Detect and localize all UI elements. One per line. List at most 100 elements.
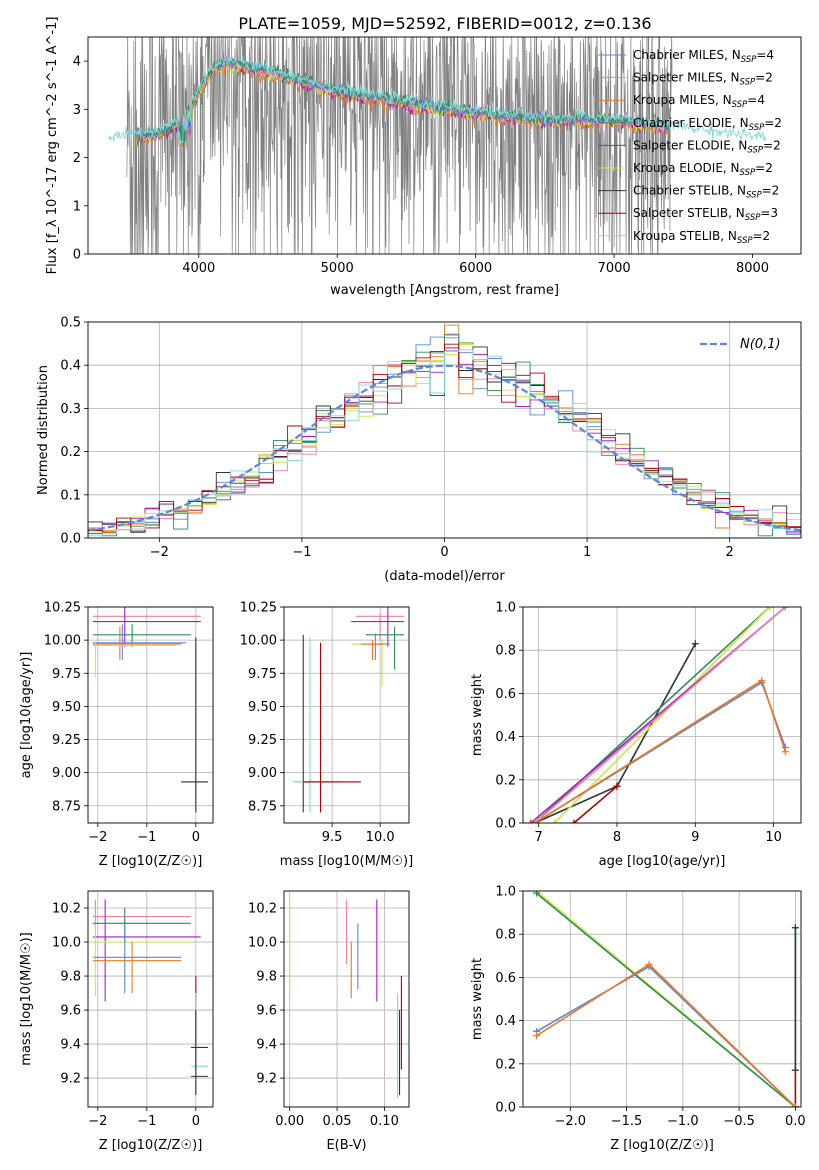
series-point-kroupa_miles <box>791 1103 799 1107</box>
legend-label-chabrier_elodie: Chabrier ELODIE, NSSP=2 <box>633 116 782 133</box>
y-tick-label: 10.00 <box>44 634 81 649</box>
y-tick-label: 0.8 <box>495 644 516 659</box>
axes-frame <box>522 890 802 1108</box>
x-tick-label: 7 <box>535 830 543 845</box>
series-line-kroupa_stelib <box>534 643 697 823</box>
legend-label-salpeter_elodie: Salpeter ELODIE, NSSP=2 <box>633 138 781 155</box>
spectrum-data-line <box>126 37 673 254</box>
y-tick-label: 1.0 <box>495 885 516 900</box>
y-tick-label: 0.8 <box>495 928 516 943</box>
x-tick-label: 1 <box>583 545 591 560</box>
y-tick-label: 1.0 <box>495 601 516 616</box>
y-tick-label: 10.2 <box>52 902 81 917</box>
series-line-kroupa_miles <box>536 963 796 1107</box>
x-tick-label: 9.5 <box>322 830 343 845</box>
series-point-salpeter_elodie <box>527 819 535 823</box>
legend-label-chabrier_stelib: Chabrier STELIB, NSSP=2 <box>633 184 779 201</box>
series-point-kroupa_elodie <box>550 819 558 823</box>
series-point-chabrier_stelib <box>791 924 799 932</box>
x-tick-label: −2 <box>150 545 169 560</box>
y-tick-label: 9.25 <box>248 733 277 748</box>
axes-frame <box>283 890 410 1108</box>
histogram-kroupa_stelib <box>88 349 801 537</box>
y-tick-label: 0.2 <box>495 773 516 788</box>
y-tick-label: 0.4 <box>495 1014 516 1029</box>
x-tick-label: 0 <box>440 545 448 560</box>
y-tick-label: 9.00 <box>52 766 81 781</box>
series-line-kroupa_miles <box>534 679 787 823</box>
mass_weight_vs_age-xlabel: age [log10(age/yr)] <box>599 854 726 869</box>
series-point-salpeter_miles <box>781 607 789 611</box>
axes-frame <box>87 606 214 824</box>
mass_vs_Z-xlabel: Z [log10(Z/Z☉)] <box>99 1138 203 1153</box>
series-line-chabrier_miles <box>534 681 787 823</box>
mass_weight_vs_Z-ylabel: mass weight <box>470 958 485 1040</box>
panel-age_vs_Z: −2 −1 0 8.75 9.00 9.25 9.50 9.75 10.00 10.25 Z [lo… <box>19 601 214 869</box>
series-point-kroupa_miles <box>533 1032 541 1040</box>
y-tick-label: 9.75 <box>248 667 277 682</box>
plot-area-mass_weight_vs_age <box>527 607 789 823</box>
y-tick-label: 10.25 <box>44 601 81 616</box>
x-tick-label: −0.5 <box>723 1114 755 1129</box>
plot-area-spectrum <box>108 37 767 254</box>
age_vs_Z-ylabel: age [log10(age/yr)] <box>19 652 34 779</box>
spectrum-model-chabrier_elodie <box>136 56 670 147</box>
y-tick-label: 9.50 <box>248 700 277 715</box>
y-tick-label: 9.4 <box>60 1038 81 1053</box>
x-tick-label: −2.0 <box>554 1114 586 1129</box>
y-tick-label: 9.2 <box>256 1072 277 1087</box>
y-tick-label: 9.6 <box>256 1004 277 1019</box>
y-tick-label: 10.00 <box>240 634 277 649</box>
x-tick-label: 10 <box>765 830 782 845</box>
x-tick-label: 0 <box>192 830 200 845</box>
x-tick-label: 0.10 <box>370 1114 399 1129</box>
legend-label-kroupa_stelib: Kroupa STELIB, NSSP=2 <box>633 229 770 246</box>
series-line-salpeter_miles <box>534 607 786 823</box>
plot-area-mass_vs_Z <box>92 899 209 1096</box>
y-tick-label: 0.6 <box>495 687 516 702</box>
y-tick-label: 9.8 <box>256 970 277 985</box>
y-tick-label: 0.3 <box>60 402 81 417</box>
spectrum-model-kroupa_stelib <box>108 55 767 144</box>
y-tick-label: 2 <box>73 151 81 166</box>
y-tick-label: 9.75 <box>52 667 81 682</box>
x-tick-label: 0.0 <box>785 1114 806 1129</box>
y-tick-label: 0.4 <box>495 730 516 745</box>
x-tick-label: 8000 <box>736 261 769 276</box>
x-tick-label: 0.00 <box>275 1114 304 1129</box>
x-tick-label: −1.5 <box>611 1114 643 1129</box>
series-point-chabrier_stelib <box>791 1066 799 1074</box>
x-tick-label: −1 <box>292 545 311 560</box>
y-tick-label: 10.25 <box>240 601 277 616</box>
series-line-chabrier_elodie <box>535 892 796 1107</box>
series-point-salpeter_stelib <box>570 819 578 823</box>
x-tick-label: 5000 <box>321 261 354 276</box>
series-point-kroupa_miles <box>531 819 539 823</box>
series-point-chabrier_elodie <box>533 891 541 897</box>
x-tick-label: 2 <box>726 545 734 560</box>
x-tick-label: −1 <box>137 1114 156 1129</box>
residuals-ylabel: Normed distribution <box>36 365 51 495</box>
residuals-xlabel: (data-model)/error <box>384 569 505 584</box>
spectrum-ylabel: Flux [f_λ 10^-17 erg cm^-2 s^-1 A^-1] <box>45 17 60 275</box>
series-line-chabrier_stelib <box>534 643 697 823</box>
x-tick-label: 0.05 <box>323 1114 352 1129</box>
y-tick-label: 0.5 <box>60 316 81 331</box>
mass_weight_vs_age-ylabel: mass weight <box>470 674 485 756</box>
y-tick-label: 0 <box>73 248 81 263</box>
y-tick-label: 9.50 <box>52 700 81 715</box>
panel-mass_vs_Z: −2 −1 0 9.2 9.4 9.6 9.8 10.0 10.2 Z [log10(Z/Z☉)]… <box>19 890 214 1153</box>
y-tick-label: 9.6 <box>60 1004 81 1019</box>
y-tick-label: 0.0 <box>495 817 516 832</box>
y-tick-label: 10.0 <box>52 936 81 951</box>
axes-frame <box>87 36 802 255</box>
series-line-kroupa_elodie <box>553 607 771 823</box>
panel-mass_weight_vs_age: 7 8 9 10 0.0 0.2 0.4 0.6 0.8 1.0 age [log10(age/yr… <box>470 601 802 869</box>
y-tick-label: 0.4 <box>60 359 81 374</box>
plot-area-mass_vs_EBV <box>289 899 402 1099</box>
histogram-salpeter_stelib <box>88 343 801 533</box>
series-line-salpeter_stelib <box>573 785 618 823</box>
x-tick-label: 6000 <box>459 261 492 276</box>
series-point-kroupa_miles <box>781 748 789 756</box>
